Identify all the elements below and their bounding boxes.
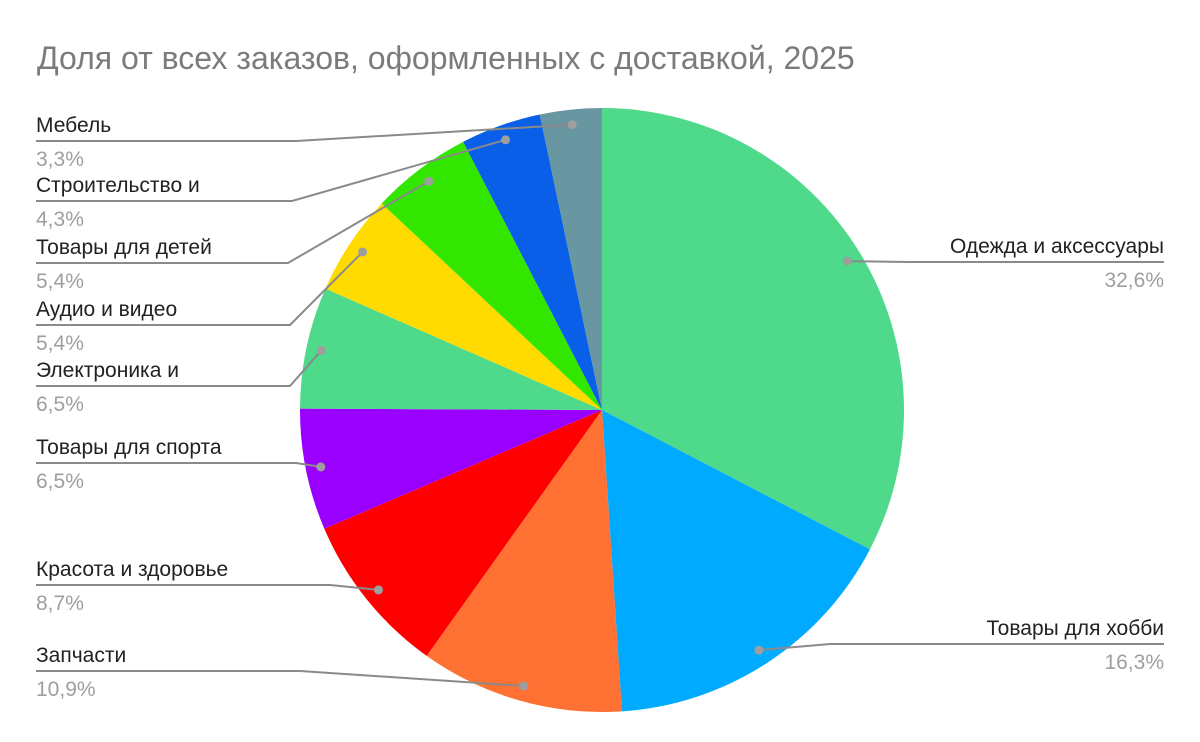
callout-line: [36, 180, 430, 264]
callout-dot: [842, 256, 852, 266]
callout-line: [36, 584, 379, 591]
callout-dot: [358, 247, 368, 257]
callout-dot: [754, 645, 764, 655]
pie-slice-10[interactable]: [539, 108, 602, 410]
callout-line: [847, 260, 1164, 263]
pie-slice-3[interactable]: [426, 410, 622, 712]
callout-line: [36, 123, 573, 142]
chart-title: Доля от всех заказов, оформленных с дост…: [37, 40, 855, 76]
pie-slice-8[interactable]: [381, 141, 602, 410]
callout-line: [758, 643, 1164, 652]
callout-line: [36, 251, 364, 326]
callout-line: [36, 349, 323, 387]
callout-dot: [316, 462, 326, 472]
pie-slice-5[interactable]: [299, 408, 602, 529]
callout-dot: [316, 345, 326, 355]
pie-slice-9[interactable]: [463, 114, 602, 410]
callout-dot: [424, 176, 434, 186]
pie-slice-6[interactable]: [300, 288, 602, 410]
callout-line: [36, 462, 321, 468]
callout-line: [36, 670, 524, 687]
pie-slice-4[interactable]: [324, 410, 602, 656]
callout-line: [36, 138, 506, 202]
callout-dot: [374, 585, 383, 595]
pie-slice-2[interactable]: [602, 410, 870, 712]
callout-dot: [567, 120, 577, 130]
callout-dot: [501, 135, 511, 145]
callout-dot: [519, 681, 529, 691]
pie-slice-7[interactable]: [325, 203, 602, 410]
pie-slice-1[interactable]: [602, 108, 904, 550]
